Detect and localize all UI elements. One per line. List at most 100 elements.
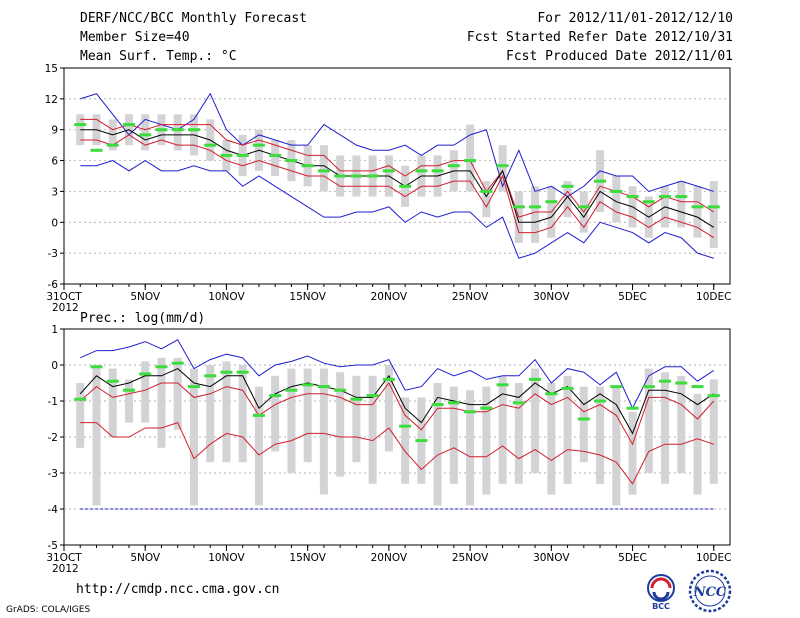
temp-x-tick-label: 10DEC <box>696 291 731 303</box>
temp-y-tick-label: 9 <box>51 125 58 137</box>
prec-spread-box <box>677 375 686 473</box>
prec-observed-mark <box>122 388 135 392</box>
prec-spread-box <box>238 365 247 463</box>
prec-spread-box <box>579 386 588 463</box>
temp-x-tick-label: 31OCT <box>46 291 82 303</box>
bcc-logo-text: BCC <box>652 602 670 610</box>
temp-observed-mark <box>171 128 184 132</box>
temp-spread-box <box>498 145 507 192</box>
prec-observed-mark <box>236 370 249 374</box>
temp-plot-frame <box>63 67 731 285</box>
prec-observed-mark <box>594 399 607 403</box>
prec-observed-mark <box>252 413 265 417</box>
temp-x-tick-label: 5NOV <box>130 291 161 303</box>
temp-observed-mark <box>675 195 688 199</box>
prec-observed-mark <box>675 381 688 385</box>
temp-x-tick-label: 5DEC <box>618 291 647 303</box>
temp-observed-mark <box>334 174 347 178</box>
temp-y-tick-label: 0 <box>51 217 58 229</box>
temp-observed-mark <box>415 169 428 173</box>
prec-spread-box <box>254 386 263 506</box>
prec-observed-mark <box>317 385 330 389</box>
prec-x-year-label: 2012 <box>52 563 79 575</box>
prec-observed-mark <box>139 372 152 376</box>
prec-series-lower-line <box>80 421 714 485</box>
temp-observed-mark <box>545 200 558 204</box>
temp-y-tick-label: -3 <box>48 248 58 260</box>
temp-observed-mark <box>366 174 379 178</box>
temp-observed-mark <box>155 128 168 132</box>
prec-spread-box <box>173 357 182 430</box>
prec-observed-mark <box>626 406 639 410</box>
prec-observed-mark <box>187 385 200 389</box>
prec-observed-mark <box>577 417 590 421</box>
prec-spread-box <box>547 383 556 495</box>
temp-observed-mark <box>204 143 217 147</box>
prec-spread-box <box>661 372 670 484</box>
prec-x-tick-label: 15NOV <box>289 552 326 564</box>
prec-spread-box <box>319 368 328 495</box>
temp-y-tick-label: 15 <box>45 63 58 75</box>
temp-series-lower-line <box>80 134 715 239</box>
prec-spread-box <box>596 386 605 484</box>
prec-observed-mark <box>269 394 282 398</box>
temp-spread-box <box>709 181 718 248</box>
temp-spread-box <box>531 186 540 243</box>
temp-observed-mark <box>269 153 282 157</box>
temp-observed-mark <box>285 159 298 163</box>
prec-y-tick-label: 0 <box>51 360 58 372</box>
prec-observed-mark <box>220 370 233 374</box>
temp-observed-mark <box>301 164 314 168</box>
prec-observed-mark <box>642 385 655 389</box>
prec-spread-box <box>531 368 540 473</box>
prec-spread-box <box>433 383 442 506</box>
prec-spread-box <box>612 386 621 506</box>
temp-spread-box <box>563 181 572 218</box>
member-size-label: Member Size=40 <box>80 30 190 45</box>
prec-spread-box <box>108 368 117 437</box>
prec-spread-box <box>76 383 85 448</box>
temp-observed-mark <box>350 174 363 178</box>
prec-observed-mark <box>399 424 412 428</box>
temp-spread-box <box>271 140 280 176</box>
ncc-logo-text: NCC <box>693 585 727 600</box>
temp-observed-mark <box>236 153 249 157</box>
temp-observed-mark <box>512 205 525 209</box>
prec-series-max-line <box>80 339 715 410</box>
temp-spread-box <box>677 181 686 228</box>
temp-y-tick-label: 3 <box>51 186 58 198</box>
prec-x-tick-label: 25NOV <box>452 552 489 564</box>
source-url: http://cmdp.ncc.cma.gov.cn <box>76 582 280 597</box>
temp-observed-mark <box>122 123 135 127</box>
forecast-period-label: For 2012/11/01-2012/12/10 <box>537 11 733 26</box>
prec-x-tick-label: 30NOV <box>533 552 570 564</box>
prec-observed-mark <box>334 388 347 392</box>
prec-spread-box <box>352 375 361 463</box>
prec-y-tick-label: -3 <box>48 468 58 480</box>
prec-spread-box <box>222 361 231 463</box>
prec-series-upper-line <box>79 368 715 435</box>
prec-spread-box <box>303 368 312 463</box>
prec-observed-mark <box>561 386 574 390</box>
prec-x-tick-label: 5NOV <box>130 552 161 564</box>
prec-x-tick-label: 10DEC <box>696 552 731 564</box>
prec-observed-mark <box>350 397 363 401</box>
prec-spread-box <box>628 411 637 495</box>
temp-spread-box <box>466 124 475 192</box>
prec-observed-mark <box>366 394 379 398</box>
prec-observed-mark <box>659 379 672 383</box>
temp-spread-box <box>693 186 702 238</box>
prec-spread-box <box>287 368 296 473</box>
temp-observed-mark <box>707 205 720 209</box>
temp-observed-mark <box>464 159 477 163</box>
prec-observed-mark <box>707 394 720 398</box>
forecast-produced-date-label: Fcst Produced Date 2012/11/01 <box>506 49 733 64</box>
temp-y-tick-label: 6 <box>51 156 58 168</box>
prec-observed-mark <box>155 365 168 369</box>
temp-series-median-line <box>80 129 715 228</box>
bcc-logo-icon: BCC <box>647 574 675 610</box>
temp-observed-mark <box>626 195 639 199</box>
prec-observed-mark <box>480 406 493 410</box>
variable-label: Mean Surf. Temp.: °C <box>80 49 237 64</box>
